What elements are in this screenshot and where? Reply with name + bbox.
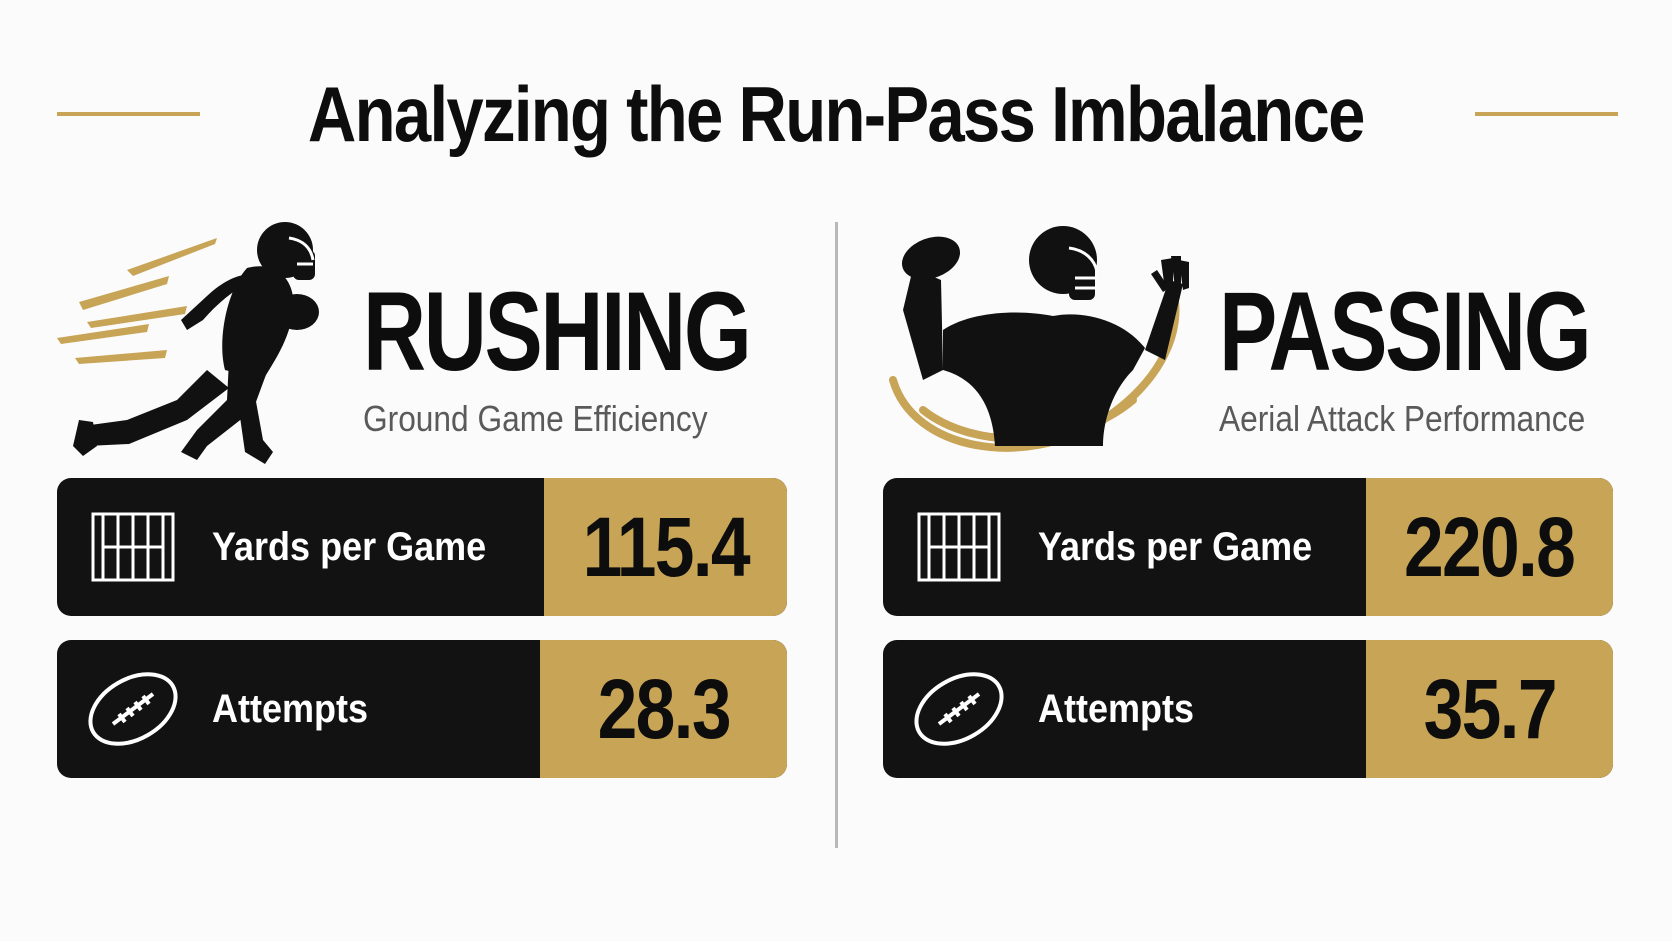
rushing-attempts-card: Attempts 28.3 [57,640,787,778]
rushing-yards-label: Yards per Game [212,524,487,569]
title-bar: Analyzing the Run-Pass Imbalance [0,64,1672,164]
rushing-yards-value: 115.4 [582,499,750,594]
rushing-panel: RUSHING Ground Game Efficiency Yards per… [57,220,797,840]
passing-yards-card: Yards per Game 220.8 [883,478,1613,616]
field-yardage-icon [917,512,1001,582]
rushing-yards-value-box: 115.4 [544,478,787,616]
rushing-subheading: Ground Game Efficiency [363,398,708,439]
center-divider [835,222,838,848]
football-icon [88,672,178,746]
rushing-attempts-label: Attempts [212,686,369,731]
passing-attempts-value-box: 35.7 [1366,640,1613,778]
passing-yards-value: 220.8 [1404,499,1576,594]
passing-attempts-card: Attempts 35.7 [883,640,1613,778]
rushing-attempts-value-box: 28.3 [540,640,787,778]
quarterback-throwing-silhouette-icon [889,226,1189,452]
title-rule-left [57,112,200,116]
football-icon [914,672,1004,746]
field-yardage-icon [91,512,175,582]
passing-attempts-label: Attempts [1038,686,1195,731]
title-rule-right [1475,112,1618,116]
passing-panel: PASSING Aerial Attack Performance Yards … [883,220,1623,840]
page-title: Analyzing the Run-Pass Imbalance [308,69,1366,158]
passing-subheading: Aerial Attack Performance [1219,398,1586,439]
passing-heading: PASSING [1219,269,1592,394]
rushing-heading: RUSHING [363,269,752,394]
passing-yards-label: Yards per Game [1038,524,1313,569]
rushing-yards-card: Yards per Game 115.4 [57,478,787,616]
passing-yards-value-box: 220.8 [1366,478,1613,616]
passing-attempts-value: 35.7 [1423,661,1557,756]
rushing-attempts-value: 28.3 [597,661,731,756]
running-back-silhouette-icon [57,222,319,464]
